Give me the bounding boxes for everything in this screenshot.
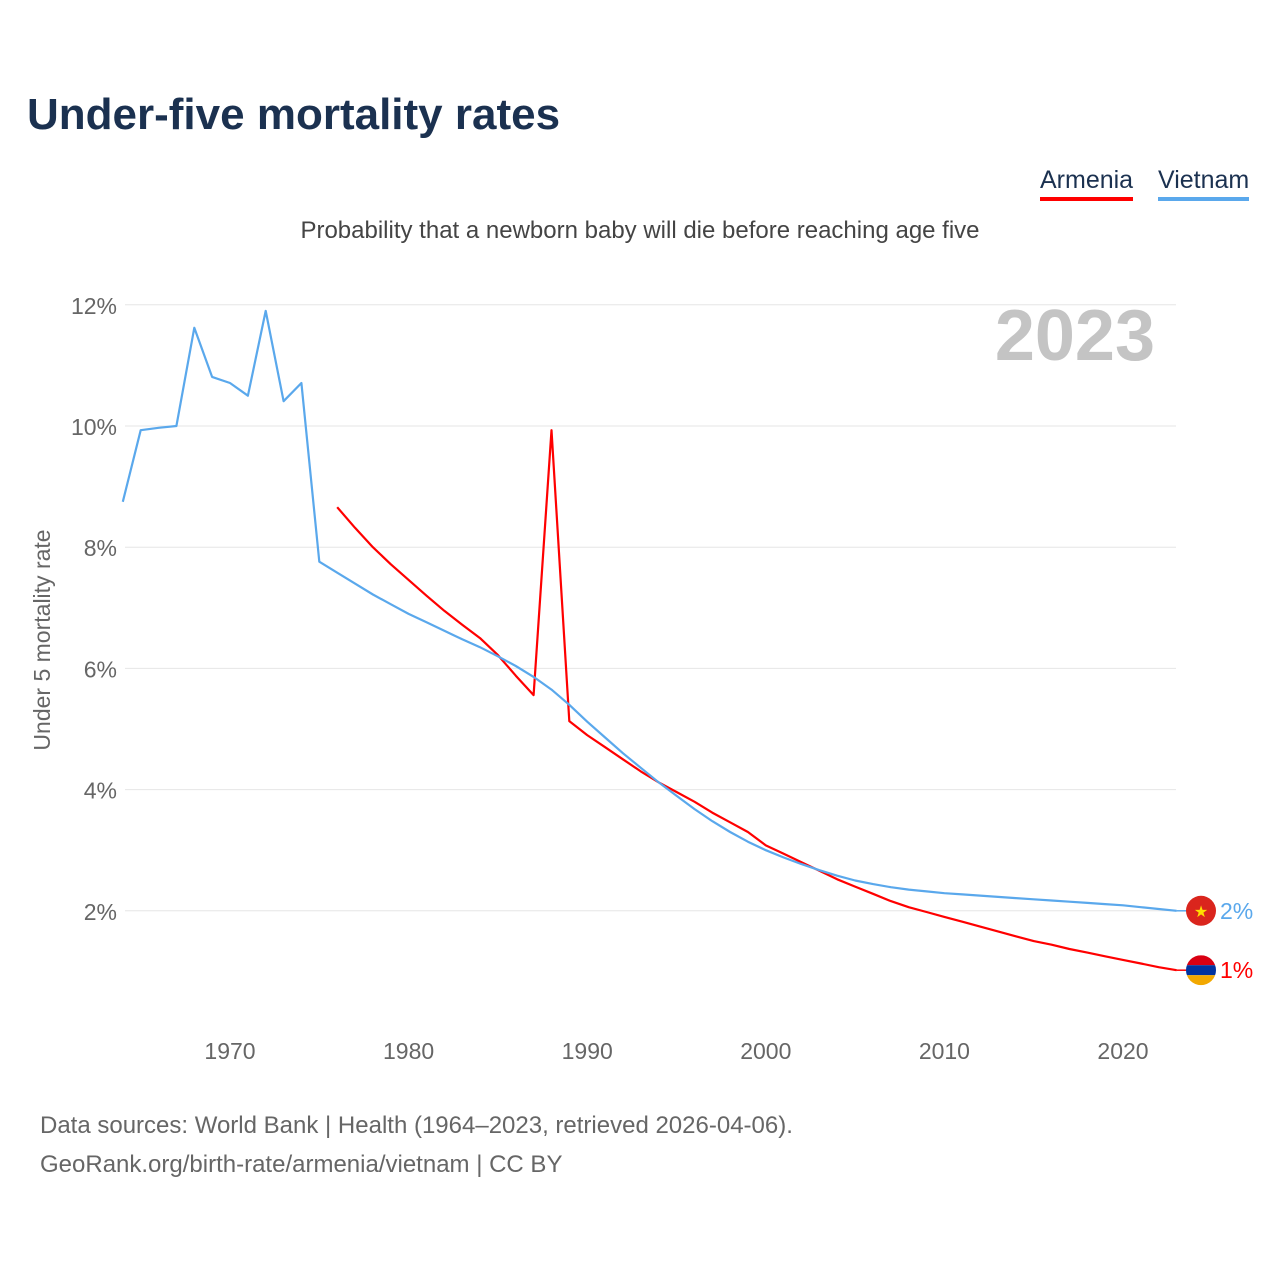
legend-armenia[interactable]: Armenia [1040,166,1134,201]
x-tick-label: 2010 [919,1038,970,1064]
series-line-vietnam [121,309,1177,912]
x-tick-label: 1990 [562,1038,613,1064]
flag-stripe [1186,975,1216,986]
legend-vietnam[interactable]: Vietnam [1158,166,1250,201]
y-tick-label: 10% [71,414,117,440]
vietnam-flag-icon [1186,895,1216,926]
flag-stripe [1186,965,1216,976]
x-tick-label: 2000 [740,1038,791,1064]
y-tick-label: 2% [84,899,117,925]
star-icon: ★ [1194,904,1208,921]
flag-stripe [1186,955,1216,966]
y-tick-label: 12% [71,293,117,319]
end-value-label: 1% [1220,957,1253,983]
footer-sources: Data sources: World Bank | Health (1964–… [40,1112,793,1139]
x-tick-label: 1980 [383,1038,434,1064]
y-tick-label: 4% [84,778,117,804]
y-tick-label: 8% [84,535,117,561]
x-tick-label: 2020 [1097,1038,1148,1064]
footer-link[interactable]: GeoRank.org/birth-rate/armenia/vietnam |… [40,1151,563,1178]
x-tick-label: 1970 [204,1038,255,1064]
series-line-armenia [336,429,1177,972]
chart-title: Under-five mortality rates [27,90,561,139]
chart-subtitle: Probability that a newborn baby will die… [300,217,980,244]
end-value-label: 2% [1220,898,1253,924]
armenia-flag-icon [1186,955,1216,986]
year-label: 2023 [995,296,1155,376]
y-axis-label: Under 5 mortality rate [29,529,55,750]
footer: Data sources: World Bank | Health (1964–… [40,1106,793,1184]
y-tick-label: 6% [84,656,117,682]
